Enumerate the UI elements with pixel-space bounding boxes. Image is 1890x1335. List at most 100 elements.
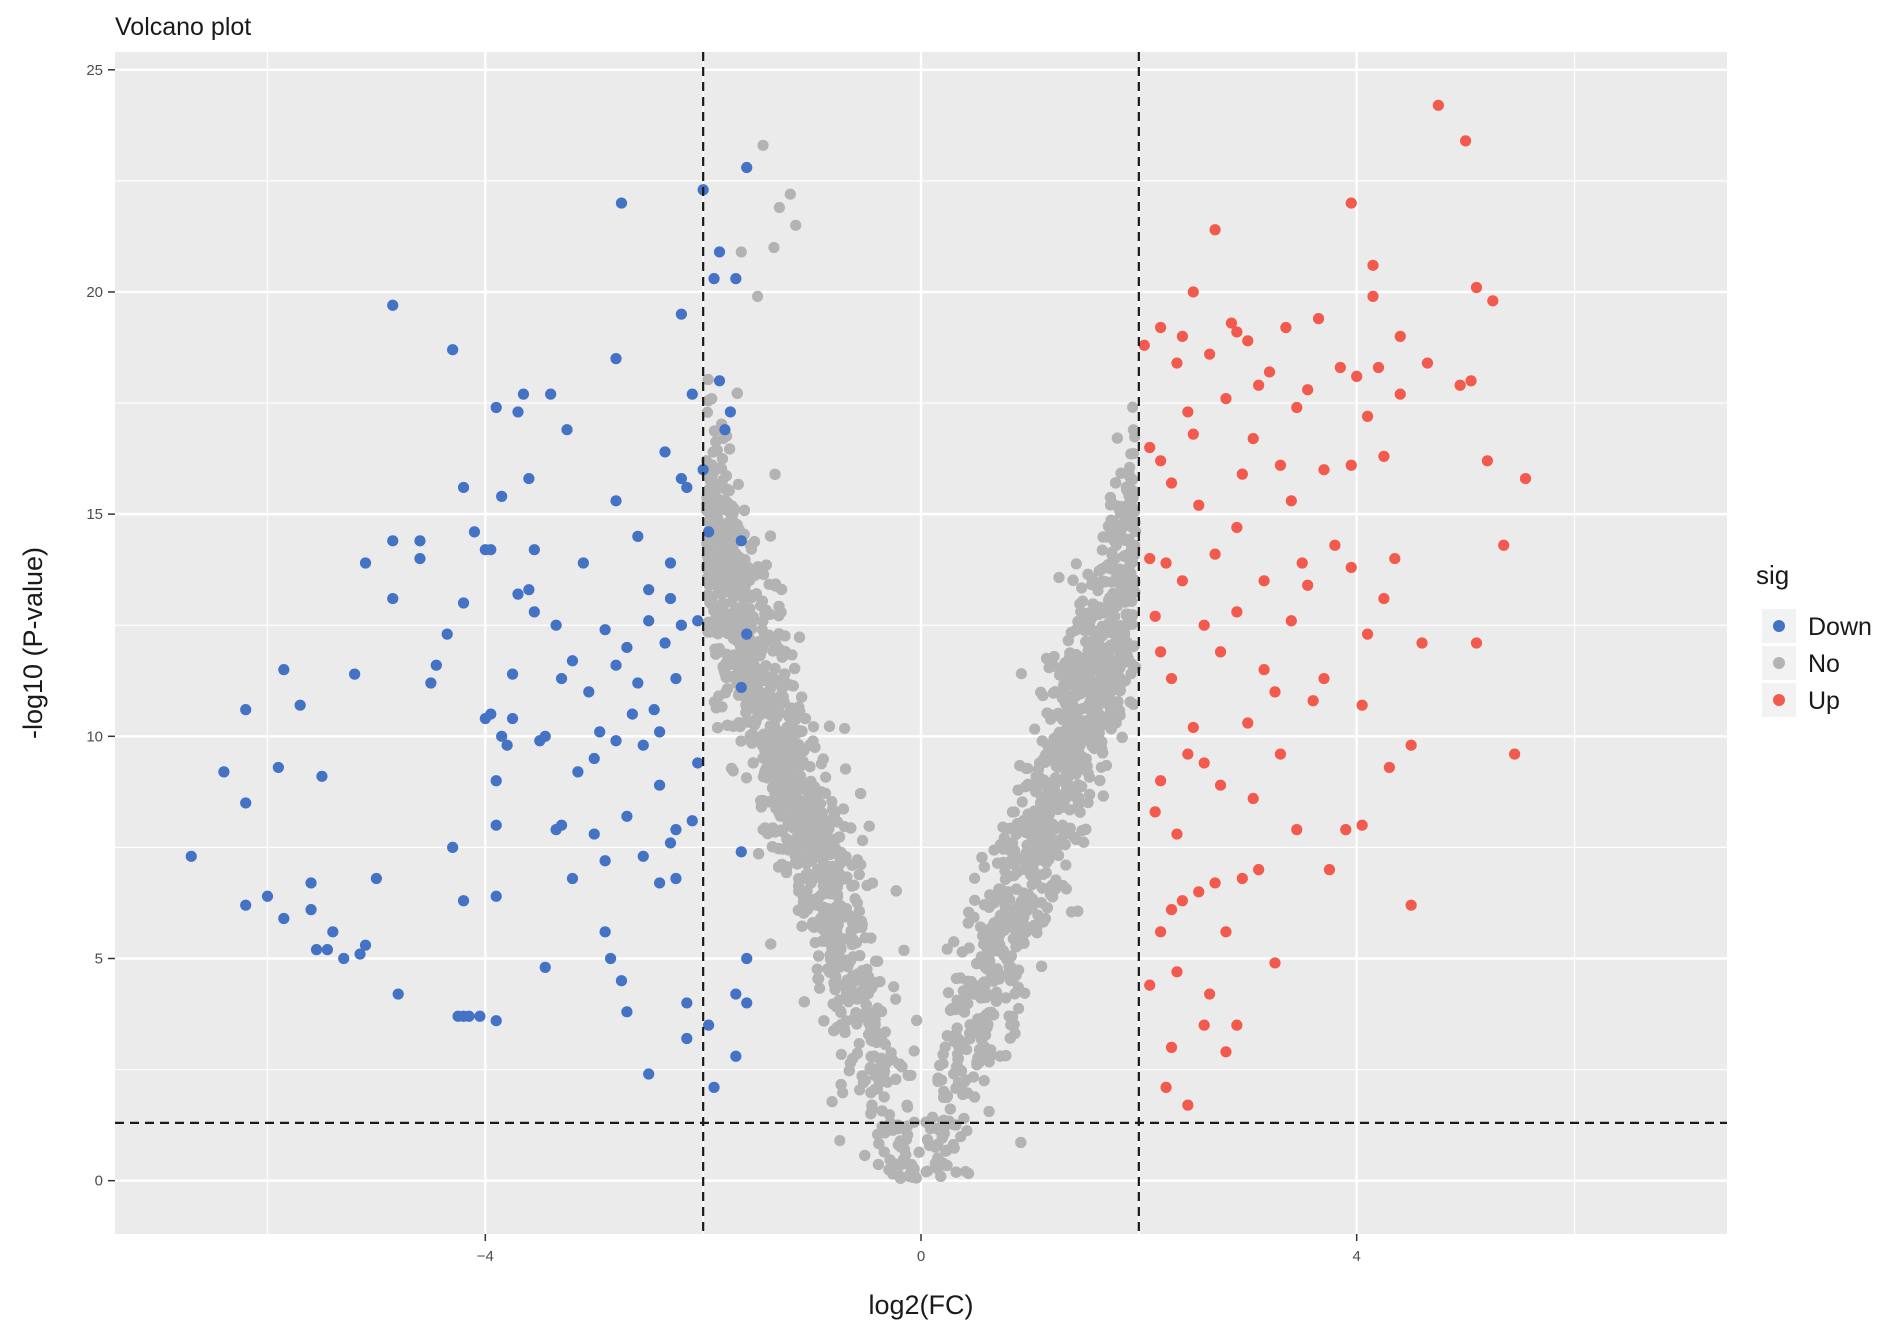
point-no <box>1070 768 1082 780</box>
point-no <box>883 1164 895 1176</box>
point-no <box>752 290 764 302</box>
point-no <box>1008 806 1020 818</box>
point-no <box>812 973 824 985</box>
point-no <box>955 1065 968 1077</box>
point-no <box>786 761 798 774</box>
point-no <box>863 820 875 832</box>
point-down <box>545 388 557 400</box>
point-down <box>387 299 399 311</box>
y-tick-label: 15 <box>86 506 103 523</box>
point-no <box>731 387 743 399</box>
point-no <box>733 556 745 568</box>
point-up <box>1519 472 1532 485</box>
point-no <box>1104 692 1116 704</box>
point-no <box>748 678 760 690</box>
point-no <box>942 987 955 999</box>
point-no <box>1077 595 1089 607</box>
point-no <box>816 888 828 901</box>
point-up <box>1296 557 1308 569</box>
point-down <box>686 815 698 827</box>
point-no <box>764 530 777 542</box>
point-no <box>1048 660 1060 672</box>
point-no <box>790 219 802 231</box>
point-down <box>512 406 524 418</box>
point-no <box>998 832 1010 844</box>
down-points <box>185 161 753 1093</box>
point-no <box>703 516 715 528</box>
point-no <box>1120 549 1132 561</box>
point-up <box>1165 477 1178 489</box>
point-no <box>834 941 847 953</box>
point-no <box>1010 883 1023 895</box>
point-no <box>1106 641 1119 653</box>
point-no <box>969 894 981 906</box>
point-down <box>599 624 611 636</box>
point-down <box>572 766 584 778</box>
point-no <box>1125 448 1137 460</box>
point-up <box>1220 393 1232 405</box>
legend-key-no <box>1773 657 1785 669</box>
point-down <box>359 557 372 569</box>
point-down <box>713 375 726 387</box>
y-axis-title: -log10 (P-value) <box>18 547 48 739</box>
point-down <box>387 592 399 605</box>
point-no <box>798 907 810 919</box>
point-up <box>1258 575 1270 587</box>
point-down <box>496 730 508 742</box>
point-no <box>854 950 866 962</box>
point-no <box>703 579 715 591</box>
point-up <box>1155 775 1167 787</box>
point-no <box>774 644 787 656</box>
point-down <box>741 952 753 965</box>
point-up <box>1155 321 1167 334</box>
point-no <box>708 425 721 437</box>
point-up <box>1389 552 1401 565</box>
point-down <box>643 584 655 596</box>
point-down <box>741 628 753 640</box>
point-up <box>1149 610 1161 622</box>
point-down <box>670 672 682 685</box>
axis-ticks: −4 0 4 0 5 10 15 20 25 <box>86 62 1361 1265</box>
point-no <box>801 805 813 818</box>
point-no <box>1047 687 1060 699</box>
point-no <box>1068 831 1080 843</box>
point-no <box>1037 753 1049 766</box>
point-no <box>1076 582 1088 594</box>
point-no <box>765 938 777 950</box>
point-up <box>1432 99 1444 111</box>
point-up <box>1187 721 1199 734</box>
point-no <box>1123 608 1135 621</box>
point-up <box>1236 468 1248 480</box>
point-down <box>610 495 622 507</box>
point-no <box>1127 698 1140 710</box>
point-up <box>1144 552 1156 565</box>
point-up <box>1198 619 1210 631</box>
point-up <box>1487 295 1499 307</box>
point-no <box>769 468 781 480</box>
point-no <box>1121 567 1134 579</box>
point-down <box>730 273 742 285</box>
point-up <box>1209 224 1221 236</box>
point-no <box>1032 780 1044 792</box>
point-no <box>773 861 785 873</box>
point-no <box>1099 576 1111 588</box>
point-no <box>1114 709 1126 721</box>
point-up <box>1231 326 1243 338</box>
point-no <box>1035 960 1048 972</box>
point-no <box>952 1053 964 1066</box>
point-no <box>804 739 816 751</box>
point-no <box>1120 481 1133 493</box>
point-no <box>1073 704 1085 716</box>
point-no <box>983 1105 995 1118</box>
point-up <box>1318 672 1330 685</box>
point-no <box>900 1149 912 1161</box>
point-no <box>950 1166 962 1178</box>
point-down <box>272 761 284 774</box>
point-no <box>783 679 796 691</box>
point-no <box>890 1073 902 1085</box>
point-down <box>457 481 470 494</box>
point-no <box>708 568 720 580</box>
point-no <box>885 1047 897 1059</box>
point-no <box>957 1085 969 1097</box>
